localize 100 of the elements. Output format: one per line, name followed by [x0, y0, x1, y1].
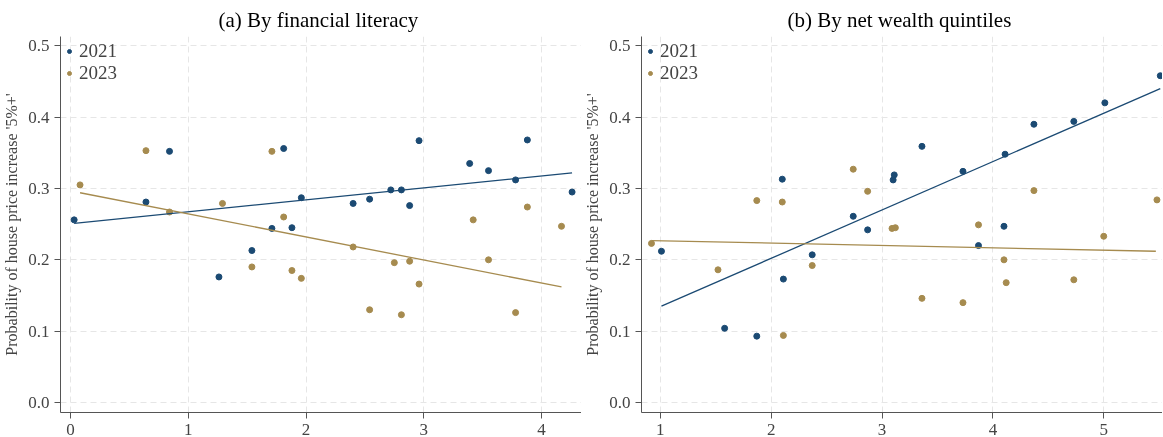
point [1100, 232, 1108, 240]
point [647, 239, 655, 247]
point [288, 224, 296, 232]
point [721, 324, 729, 332]
point [1000, 222, 1008, 230]
legend-label: 2021 [79, 40, 117, 62]
y-tick-label: 0.2 [28, 250, 50, 270]
x-tick-label: 5 [1099, 419, 1108, 437]
y-tick-label: 0.0 [28, 393, 50, 413]
point [1153, 196, 1161, 204]
point [485, 167, 493, 175]
point [808, 262, 816, 270]
y-tick-label: 0.3 [609, 178, 631, 198]
point [1070, 276, 1078, 284]
legend-label: 2023 [79, 62, 117, 84]
point [349, 243, 357, 251]
point [959, 299, 967, 307]
x-tick-label: 1 [656, 419, 665, 437]
y-tick-label: 0.5 [28, 36, 50, 56]
y-tick-label: 0.2 [609, 250, 631, 270]
point [864, 187, 872, 195]
y-tick-label: 0.3 [28, 178, 50, 198]
point [142, 198, 150, 206]
point [142, 147, 150, 155]
point [485, 256, 493, 264]
point [397, 311, 405, 319]
point [849, 165, 857, 173]
point [366, 195, 374, 203]
point [779, 275, 787, 283]
x-tick-label: 2 [766, 419, 776, 437]
point [778, 198, 786, 206]
point [779, 331, 787, 339]
point [166, 147, 173, 155]
point [248, 247, 256, 255]
point [297, 194, 305, 202]
y-tick-label: 0.5 [609, 36, 631, 56]
point [1030, 120, 1038, 128]
point [366, 306, 374, 314]
point [974, 221, 982, 229]
chart-title: (b) By net wealth quintiles [787, 7, 1012, 32]
x-tick-label: 3 [877, 419, 887, 437]
point [849, 212, 857, 220]
point [415, 137, 423, 145]
point [753, 197, 761, 205]
y-axis-title: Probability of house price increase '5%+' [3, 93, 22, 356]
point [523, 136, 531, 144]
point [864, 226, 872, 234]
point [466, 160, 474, 167]
point [215, 273, 223, 281]
point [415, 280, 423, 288]
x-tick-label: 0 [66, 419, 75, 437]
point [918, 294, 926, 302]
y-tick-label: 0.4 [28, 107, 50, 127]
point [406, 202, 414, 210]
point [512, 176, 520, 184]
point [1156, 72, 1162, 80]
point [918, 142, 926, 150]
point [288, 267, 296, 275]
y-tick-label: 0.0 [609, 393, 631, 413]
x-tick-label: 4 [988, 419, 998, 437]
point [280, 145, 288, 153]
point [753, 332, 761, 340]
point [297, 274, 305, 282]
x-tick-label: 4 [537, 419, 547, 437]
point [76, 181, 84, 189]
point [568, 188, 576, 196]
point [1002, 279, 1010, 287]
point [406, 257, 414, 265]
x-tick-label: 2 [301, 419, 311, 437]
point [1070, 117, 1078, 125]
point [248, 263, 256, 271]
point [469, 216, 477, 224]
y-tick-label: 0.4 [609, 107, 631, 127]
point [808, 251, 816, 259]
point [1030, 187, 1038, 195]
point [1101, 99, 1109, 107]
y-tick-label: 0.1 [28, 321, 50, 341]
x-tick-label: 1 [184, 419, 193, 437]
point [959, 167, 967, 175]
point [280, 213, 288, 221]
y-tick-label: 0.1 [609, 321, 631, 341]
point [1001, 150, 1009, 158]
point [557, 222, 565, 230]
point [349, 199, 357, 207]
point [523, 203, 531, 211]
point [657, 247, 665, 255]
x-tick-label: 3 [419, 419, 429, 437]
point [268, 147, 276, 155]
point [890, 171, 898, 179]
point [778, 175, 786, 183]
legend-label: 2023 [660, 62, 698, 84]
point [70, 216, 78, 224]
chart-title: (a) By financial literacy [218, 7, 419, 32]
legend-label: 2021 [660, 40, 698, 62]
point [512, 309, 520, 317]
point [218, 199, 226, 207]
point [714, 266, 722, 274]
point [1000, 256, 1008, 264]
point [390, 259, 398, 267]
y-axis-title: Probability of house price increase '5%+' [584, 93, 603, 356]
